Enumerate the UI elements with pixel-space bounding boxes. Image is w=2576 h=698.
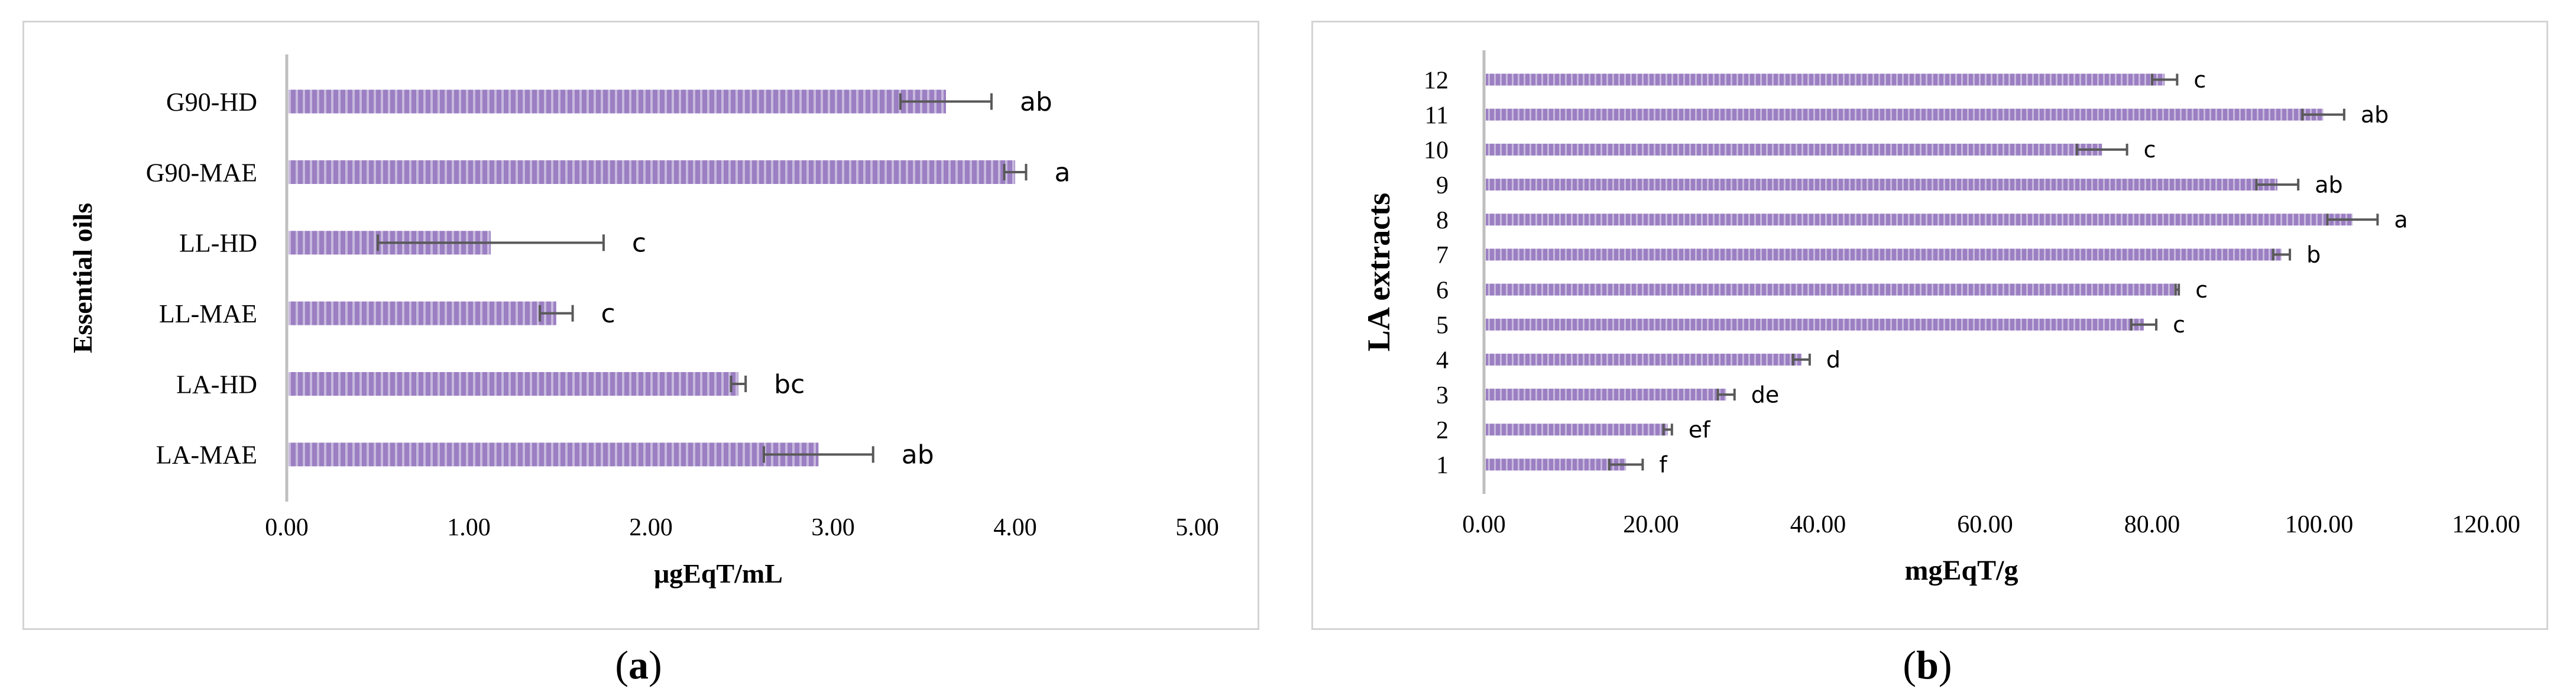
bar-a-la-mae bbox=[289, 442, 819, 467]
category-label-a-ll-hd: LL-HD bbox=[179, 229, 257, 258]
x-tick-label-b: 60.00 bbox=[1957, 511, 2013, 538]
category-label-b-9: 9 bbox=[1436, 172, 1449, 199]
significance-letter-a-g90-mae: a bbox=[1054, 157, 1070, 188]
significance-letter-a-ll-mae: c bbox=[601, 299, 615, 329]
bar-a-ll-mae bbox=[289, 301, 556, 325]
category-label-a-ll-mae: LL-MAE bbox=[159, 299, 257, 328]
significance-letter-b-10: c bbox=[2144, 137, 2156, 163]
error-bar-b-2 bbox=[1662, 424, 1673, 436]
error-bar-b-4 bbox=[1791, 353, 1811, 366]
category-label-b-5: 5 bbox=[1436, 312, 1449, 339]
category-label-a-la-mae: LA-MAE bbox=[156, 441, 257, 470]
significance-letter-b-3: de bbox=[1751, 382, 1780, 408]
x-tick-label-b: 100.00 bbox=[2285, 511, 2354, 538]
error-bar-b-10 bbox=[2075, 143, 2128, 156]
category-label-a-g90-mae: G90-MAE bbox=[146, 158, 257, 187]
y-axis-title-a: Essential oils bbox=[67, 203, 98, 353]
bar-b-11 bbox=[1486, 108, 2324, 121]
error-bar-b-9 bbox=[2255, 179, 2300, 191]
bar-b-6 bbox=[1486, 283, 2178, 296]
error-bar-b-1 bbox=[1608, 458, 1644, 471]
significance-letter-b-1: f bbox=[1659, 452, 1668, 478]
bar-b-4 bbox=[1486, 353, 1801, 366]
significance-letter-b-12: c bbox=[2193, 67, 2206, 93]
error-bar-b-3 bbox=[1716, 389, 1736, 401]
x-tick-label-b: 0.00 bbox=[1462, 511, 1506, 538]
category-label-b-3: 3 bbox=[1436, 382, 1449, 409]
error-bar-a-ll-hd bbox=[377, 234, 605, 251]
significance-letter-b-7: b bbox=[2306, 242, 2321, 268]
category-label-b-7: 7 bbox=[1436, 242, 1449, 269]
significance-letter-a-la-hd: bc bbox=[774, 369, 805, 399]
significance-letter-a-g90-hd: ab bbox=[1020, 87, 1052, 117]
panel-b-caption: (b) bbox=[1903, 642, 1952, 687]
bar-b-2 bbox=[1486, 424, 1668, 436]
y-axis-title-b: LA extracts bbox=[1361, 193, 1396, 351]
bar-b-8 bbox=[1486, 214, 2353, 226]
bar-a-la-hd bbox=[289, 372, 738, 396]
significance-letter-b-2: ef bbox=[1689, 417, 1711, 443]
error-bar-b-8 bbox=[2326, 214, 2379, 226]
x-tick-label-a: 1.00 bbox=[447, 514, 491, 541]
significance-letter-b-6: c bbox=[2195, 277, 2208, 303]
x-tick-label-a: 4.00 bbox=[993, 514, 1037, 541]
category-label-b-8: 8 bbox=[1436, 207, 1449, 234]
significance-letter-a-ll-hd: c bbox=[632, 228, 646, 258]
x-tick-label-a: 0.00 bbox=[265, 514, 309, 541]
bar-b-5 bbox=[1486, 318, 2144, 331]
error-bar-b-6 bbox=[2174, 283, 2180, 296]
significance-letter-a-la-mae: ab bbox=[902, 440, 934, 470]
category-label-a-g90-hd: G90-HD bbox=[166, 88, 257, 117]
bar-b-12 bbox=[1486, 73, 2165, 86]
bar-a-g90-mae bbox=[289, 160, 1015, 184]
category-label-b-12: 12 bbox=[1424, 67, 1449, 94]
bar-a-g90-hd bbox=[289, 89, 946, 114]
x-tick-label-a: 2.00 bbox=[629, 514, 673, 541]
error-bar-b-11 bbox=[2301, 108, 2345, 121]
panel-a-caption-letter: a bbox=[628, 642, 649, 687]
error-bar-a-g90-mae bbox=[1003, 164, 1028, 180]
category-label-b-6: 6 bbox=[1436, 277, 1449, 304]
bar-b-9 bbox=[1486, 179, 2277, 191]
significance-letter-b-9: ab bbox=[2315, 172, 2342, 198]
error-bar-b-7 bbox=[2272, 248, 2292, 261]
error-bar-a-la-mae bbox=[762, 446, 874, 463]
category-label-b-1: 1 bbox=[1436, 452, 1449, 479]
panel-b-caption-letter: b bbox=[1916, 642, 1939, 687]
significance-letter-b-4: d bbox=[1826, 347, 1841, 373]
x-tick-label-b: 40.00 bbox=[1790, 511, 1846, 538]
x-tick-label-b: 20.00 bbox=[1623, 511, 1679, 538]
significance-letter-b-8: a bbox=[2394, 207, 2407, 233]
x-tick-label-a: 5.00 bbox=[1175, 514, 1219, 541]
category-label-b-4: 4 bbox=[1436, 347, 1449, 374]
chart-panel-a-frame bbox=[22, 21, 1259, 630]
significance-letter-b-5: c bbox=[2173, 312, 2185, 338]
category-label-b-10: 10 bbox=[1424, 137, 1449, 164]
error-bar-b-5 bbox=[2130, 318, 2158, 331]
bar-b-7 bbox=[1486, 248, 2282, 261]
error-bar-b-12 bbox=[2151, 73, 2179, 86]
x-tick-label-a: 3.00 bbox=[811, 514, 855, 541]
x-tick-label-b: 120.00 bbox=[2452, 511, 2520, 538]
bar-b-1 bbox=[1486, 458, 1626, 471]
significance-letter-b-11: ab bbox=[2361, 102, 2389, 128]
panel-a-caption: (a) bbox=[615, 642, 662, 687]
category-label-b-2: 2 bbox=[1436, 417, 1449, 444]
category-label-b-11: 11 bbox=[1425, 102, 1449, 129]
bar-b-10 bbox=[1486, 143, 2102, 156]
error-bar-a-g90-hd bbox=[899, 93, 993, 110]
x-tick-label-b: 80.00 bbox=[2124, 511, 2180, 538]
bar-b-3 bbox=[1486, 389, 1726, 401]
error-bar-a-ll-mae bbox=[539, 305, 574, 322]
x-axis-title-a: μgEqT/mL bbox=[654, 558, 783, 589]
error-bar-a-la-hd bbox=[730, 376, 747, 392]
x-axis-title-b: mgEqT/g bbox=[1904, 555, 2018, 586]
category-label-a-la-hd: LA-HD bbox=[176, 370, 257, 399]
